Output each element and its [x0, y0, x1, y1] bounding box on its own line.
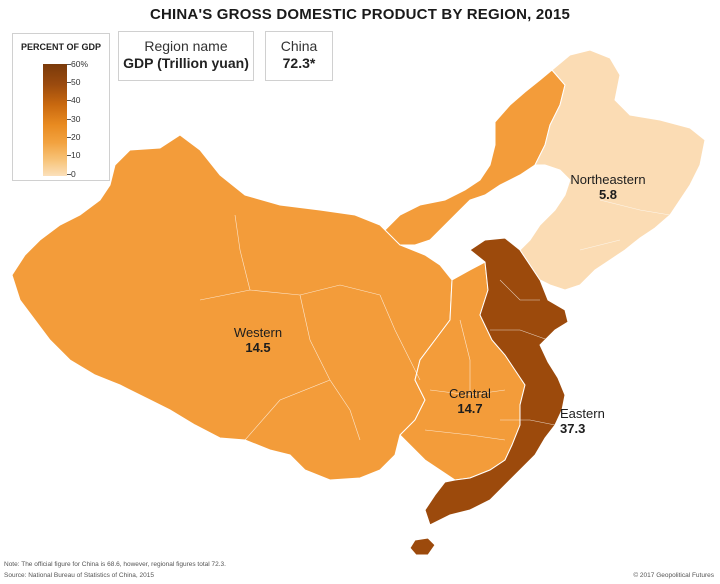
key-gdp-unit: GDP (Trillion yuan): [123, 55, 249, 71]
legend-tick-mark: [67, 155, 71, 156]
legend-tick-mark: [67, 82, 71, 83]
legend-tick-mark: [67, 100, 71, 101]
region-eastern[interactable]: [409, 237, 569, 556]
label-eastern: Eastern 37.3: [560, 406, 640, 436]
legend-tick-mark: [67, 64, 71, 65]
legend-tick-30: 30: [71, 114, 81, 124]
key-format-box: Region name GDP (Trillion yuan): [118, 31, 254, 81]
legend-tick-10: 10: [71, 150, 81, 160]
label-central: Central 14.7: [420, 386, 520, 416]
region-northeastern[interactable]: [519, 49, 706, 291]
region-value-western: 14.5: [245, 340, 271, 355]
region-value-eastern: 37.3: [560, 421, 586, 436]
legend-color-scale: [43, 64, 67, 176]
legend-tick-mark: [67, 137, 71, 138]
legend-tick-50: 50: [71, 77, 81, 87]
key-region-name: Region name: [144, 38, 228, 54]
map-title: CHINA'S GROSS DOMESTIC PRODUCT BY REGION…: [149, 6, 571, 23]
legend-tick-mark: [67, 174, 71, 175]
source-note: Source: National Bureau of Statistics of…: [4, 572, 154, 579]
key-china-box: China 72.3*: [265, 31, 333, 81]
legend-title: PERCENT OF GDP: [20, 42, 101, 52]
region-value-central: 14.7: [457, 401, 483, 416]
legend-tick-0: 0: [71, 169, 76, 179]
key-country-name: China: [280, 38, 318, 54]
region-name-central: Central: [449, 386, 491, 401]
legend-tick-20: 20: [71, 132, 81, 142]
region-name-eastern: Eastern: [560, 406, 605, 421]
key-country-value: 72.3*: [282, 55, 316, 71]
region-name-western: Western: [233, 325, 283, 340]
label-western: Western 14.5: [208, 325, 308, 355]
legend-tick-60: 60%: [71, 59, 89, 69]
legend-tick-mark: [67, 119, 71, 120]
legend-tick-40: 40: [71, 95, 81, 105]
footnote: Note: The official figure for China is 6…: [4, 561, 226, 568]
province-borders: [199, 199, 671, 441]
legend: PERCENT OF GDP 60% 50 40 30 20 10 0: [12, 33, 110, 181]
copyright-credit: © 2017 Geopolitical Futures: [633, 572, 714, 579]
label-northeastern: Northeastern 5.8: [548, 172, 668, 202]
region-value-northeastern: 5.8: [598, 187, 618, 202]
region-name-northeastern: Northeastern: [570, 172, 646, 187]
